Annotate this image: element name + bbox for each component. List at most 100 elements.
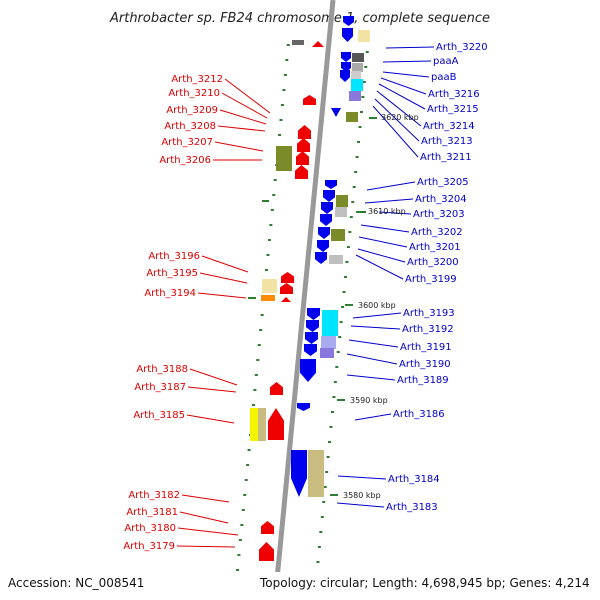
leader-line xyxy=(177,527,239,536)
gene-label-left: Arth_3194 xyxy=(144,288,196,299)
gene-label-left: Arth_3181 xyxy=(126,507,178,518)
leader-line xyxy=(201,255,249,273)
leader-line xyxy=(217,125,266,132)
gene-block xyxy=(322,310,338,336)
gc-dot-left xyxy=(272,194,276,196)
gene-label-left: Arth_3180 xyxy=(124,523,176,534)
gene-arrow-reverse xyxy=(321,202,333,214)
leader-line xyxy=(189,368,238,386)
gc-dot-right xyxy=(355,156,359,158)
gc-dot-right xyxy=(362,81,366,83)
gc-dot-left xyxy=(246,464,250,466)
gene-label-right: Arth_3199 xyxy=(405,274,457,285)
gene-label-right: Arth_3213 xyxy=(421,136,473,147)
gc-dot-left xyxy=(260,314,264,316)
gene-label-right: paaB xyxy=(431,72,457,83)
gene-arrow-reverse xyxy=(323,190,335,202)
gc-dot-right xyxy=(365,51,369,53)
leader-line xyxy=(364,198,414,204)
gene-arrow-forward xyxy=(303,95,316,105)
gc-dot-right xyxy=(338,336,342,338)
gc-dot-left xyxy=(248,297,256,299)
gc-dot-right xyxy=(335,366,339,368)
gc-dot-right xyxy=(357,141,361,143)
leader-line xyxy=(354,413,392,421)
gene-label-left: Arth_3195 xyxy=(146,268,198,279)
scale-label: 3610 kbp xyxy=(368,207,406,216)
gene-arrow-reverse xyxy=(317,240,329,252)
gc-dot-right xyxy=(343,276,347,278)
gene-block xyxy=(336,195,348,207)
gc-dot-right xyxy=(341,306,345,308)
gc-dot-left xyxy=(244,479,248,481)
gene-arrow-reverse xyxy=(341,52,351,62)
gene-arrow-reverse xyxy=(318,227,330,239)
gc-dot-right xyxy=(333,381,337,383)
gene-label-right: Arth_3214 xyxy=(423,121,475,132)
gene-label-left: Arth_3196 xyxy=(148,251,200,262)
gc-dot-left xyxy=(270,209,274,211)
scale-label: 3590 kbp xyxy=(350,396,388,405)
gene-block xyxy=(258,408,266,441)
gene-label-right: Arth_3201 xyxy=(409,242,461,253)
gene-label-left: Arth_3208 xyxy=(164,121,216,132)
gene-label-left: Arth_3209 xyxy=(166,105,218,116)
gc-dot-left xyxy=(241,509,245,511)
accession-label: Accession: NC_008541 xyxy=(8,576,144,590)
leader-line xyxy=(378,211,412,215)
gc-dot-left xyxy=(285,59,289,61)
gene-block xyxy=(331,229,345,241)
label-leaders xyxy=(176,46,435,548)
gene-arrow-forward xyxy=(297,138,310,152)
gc-dot-right xyxy=(339,321,343,323)
gc-dot-right xyxy=(351,201,355,203)
gene-label-right: Arth_3215 xyxy=(427,104,479,115)
leader-line xyxy=(348,339,399,348)
leader-line xyxy=(346,353,398,365)
gene-arrow-forward xyxy=(281,297,291,302)
gc-dot-left xyxy=(251,404,255,406)
gc-dot-left xyxy=(262,200,269,202)
leader-line xyxy=(336,502,385,508)
gene-arrow-reverse xyxy=(307,308,320,320)
gene-label-left: Arth_3179 xyxy=(123,541,175,552)
gc-dot-left xyxy=(264,269,268,271)
gc-dot-right xyxy=(345,261,349,263)
gene-label-right: paaA xyxy=(433,56,459,67)
gc-dot-left xyxy=(266,254,270,256)
gc-dot-left xyxy=(273,179,277,181)
gc-dot-left xyxy=(256,359,260,361)
leader-line xyxy=(214,141,264,152)
gene-label-right: Arth_3189 xyxy=(397,375,449,386)
gene-arrow-reverse xyxy=(305,332,318,344)
gene-arrow-forward xyxy=(295,165,308,179)
gene-block xyxy=(321,336,336,349)
leader-line xyxy=(346,374,396,381)
leader-line xyxy=(186,414,235,424)
gene-label-right: Arth_3192 xyxy=(402,324,454,335)
gene-arrow-reverse xyxy=(291,450,307,497)
gene-label-left: Arth_3212 xyxy=(171,74,223,85)
gene-label-right: Arth_3203 xyxy=(413,209,465,220)
gc-dot-left xyxy=(286,44,290,46)
gene-arrow-reverse xyxy=(300,359,316,382)
gene-label-right: Arth_3220 xyxy=(436,42,488,53)
gc-dot-right xyxy=(317,546,321,548)
leader-line xyxy=(176,545,236,548)
gc-dot-left xyxy=(280,104,284,106)
gene-block xyxy=(320,348,334,358)
gc-dot-right xyxy=(361,96,365,98)
gc-dot-right xyxy=(329,426,333,428)
footer-band xyxy=(0,572,600,600)
leader-line xyxy=(372,105,419,158)
gc-dot-left xyxy=(269,224,273,226)
leader-line xyxy=(352,312,402,319)
leader-line xyxy=(366,181,416,191)
gc-dot-right xyxy=(348,231,352,233)
gc-dot-right xyxy=(332,396,336,398)
gene-arrow-forward xyxy=(268,408,284,440)
gene-arrow-reverse xyxy=(342,28,353,42)
gene-label-right: Arth_3205 xyxy=(417,177,469,188)
gene-label-right: Arth_3191 xyxy=(400,342,452,353)
